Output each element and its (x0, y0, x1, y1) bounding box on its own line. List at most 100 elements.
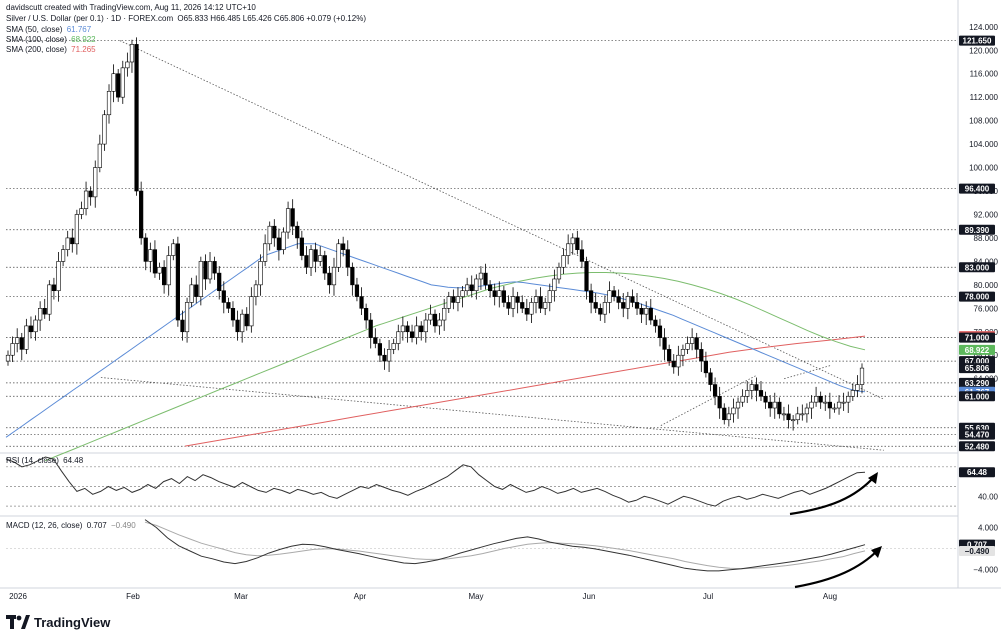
candle-body (171, 243, 176, 256)
candle-body (129, 44, 135, 63)
symbol-name: Silver / U.S. Dollar (per 0.1) · 1D · FO… (6, 14, 174, 23)
candle-body (735, 401, 741, 409)
candle-body (106, 91, 112, 116)
candle-body (368, 319, 373, 338)
candle-body (350, 266, 355, 286)
candle-body (235, 319, 240, 333)
candle-body (602, 302, 607, 315)
price-label-text: 65.806 (965, 364, 990, 373)
candle-body (272, 225, 277, 239)
candle-body (566, 243, 571, 256)
candle-body (19, 337, 24, 350)
price-label-text: 52.480 (965, 442, 990, 451)
rsi-label-box (959, 467, 995, 478)
price-axis-tick: 112.000 (970, 93, 999, 102)
price-label-text: 67.000 (965, 357, 990, 366)
candle-body (662, 337, 667, 350)
candle-body (93, 167, 98, 198)
price-label-text: 89.390 (965, 226, 990, 235)
candle-body (455, 296, 461, 303)
chart-creator-line: davidscutt created with TradingView.com,… (6, 3, 256, 12)
candle-body (726, 413, 731, 421)
sma100-legend: SMA (100, close) 68.922 (6, 35, 98, 45)
macd-label: MACD (12, 26, close) (6, 521, 83, 530)
candle-body (547, 290, 552, 303)
candle-body (639, 308, 644, 315)
candle-body (850, 390, 855, 397)
candle-body (221, 290, 226, 303)
price-label-box (959, 332, 995, 343)
candle-body (786, 413, 791, 421)
candle-body (598, 308, 603, 315)
price-axis-tick: 116.000 (970, 70, 999, 79)
candle-body (65, 237, 70, 250)
rsi-line (5, 456, 866, 507)
candle-body (148, 249, 153, 262)
candle-body (428, 313, 433, 321)
trendline (119, 40, 884, 400)
candle-body (47, 284, 52, 315)
candle-body (703, 360, 708, 374)
macd-line (144, 519, 866, 572)
candle-body (579, 249, 585, 262)
candle-body (83, 190, 89, 209)
candle-body (478, 272, 484, 280)
candle-body (497, 290, 502, 297)
macd-arrow-annotation (794, 549, 879, 589)
candle-body (79, 208, 84, 215)
price-label-text: 121.650 (963, 37, 992, 46)
macd-axis-tick: 4.000 (978, 523, 999, 532)
macd-arrow-head (871, 546, 882, 558)
candle-body (712, 384, 718, 397)
candle-body (818, 395, 823, 403)
candle-body (175, 243, 180, 321)
candle-body (589, 290, 594, 303)
price-axis-tick: 104.000 (969, 140, 998, 149)
candle-body (777, 401, 782, 415)
sma200-label: SMA (200, close) (6, 45, 67, 54)
candle-body (230, 308, 236, 321)
candle-body (382, 354, 387, 362)
price-label-box (959, 262, 995, 273)
tradingview-logo[interactable]: TradingView (6, 612, 110, 632)
candle-body (377, 343, 383, 356)
candle-body (791, 419, 796, 422)
candle-body (593, 302, 598, 309)
candle-body (543, 302, 548, 309)
candle-body (607, 290, 612, 303)
candle-body (552, 278, 557, 292)
candle-body (203, 261, 208, 280)
price-label-text: 55.630 (965, 424, 990, 433)
price-label-text: 63.290 (965, 379, 990, 388)
candle-body (694, 337, 699, 350)
price-label-text: 78.000 (965, 293, 990, 302)
candle-body (717, 395, 722, 409)
candle-body (28, 325, 34, 333)
candle-body (331, 266, 337, 286)
candle-body (327, 272, 332, 286)
rsi-legend: RSI (14, close) 64.48 (6, 456, 85, 466)
sma50-legend: SMA (50, close) 61.767 (6, 25, 93, 35)
candle-body (258, 261, 263, 286)
candle-body (143, 237, 148, 262)
candle-body (469, 284, 474, 292)
symbol-line: Silver / U.S. Dollar (per 0.1) · 1D · FO… (6, 14, 368, 24)
candle-body (690, 337, 695, 344)
candle-body (708, 372, 713, 385)
candle-body (299, 237, 304, 256)
candle-body (763, 395, 768, 403)
price-axis-tick: 108.000 (969, 117, 998, 126)
candle-body (722, 407, 727, 421)
candle-body (318, 255, 323, 262)
candle-body (561, 255, 566, 268)
price-label-box (959, 377, 995, 388)
candle-body (529, 302, 534, 315)
tradingview-mark-icon (6, 615, 30, 629)
ohlc-values: O65.833 H66.485 L65.426 C65.806 +0.079 (… (177, 14, 366, 23)
candle-body (359, 296, 364, 309)
candle-body (304, 255, 309, 268)
candle-body (625, 296, 630, 309)
price-axis-tick: 120.000 (969, 46, 998, 55)
